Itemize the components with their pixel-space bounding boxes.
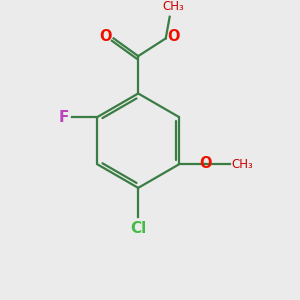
Text: CH₃: CH₃	[163, 0, 184, 14]
Text: CH₃: CH₃	[231, 158, 253, 171]
Text: O: O	[167, 29, 180, 44]
Text: O: O	[200, 156, 212, 171]
Text: Cl: Cl	[130, 221, 146, 236]
Text: F: F	[59, 110, 69, 124]
Text: O: O	[100, 29, 112, 44]
